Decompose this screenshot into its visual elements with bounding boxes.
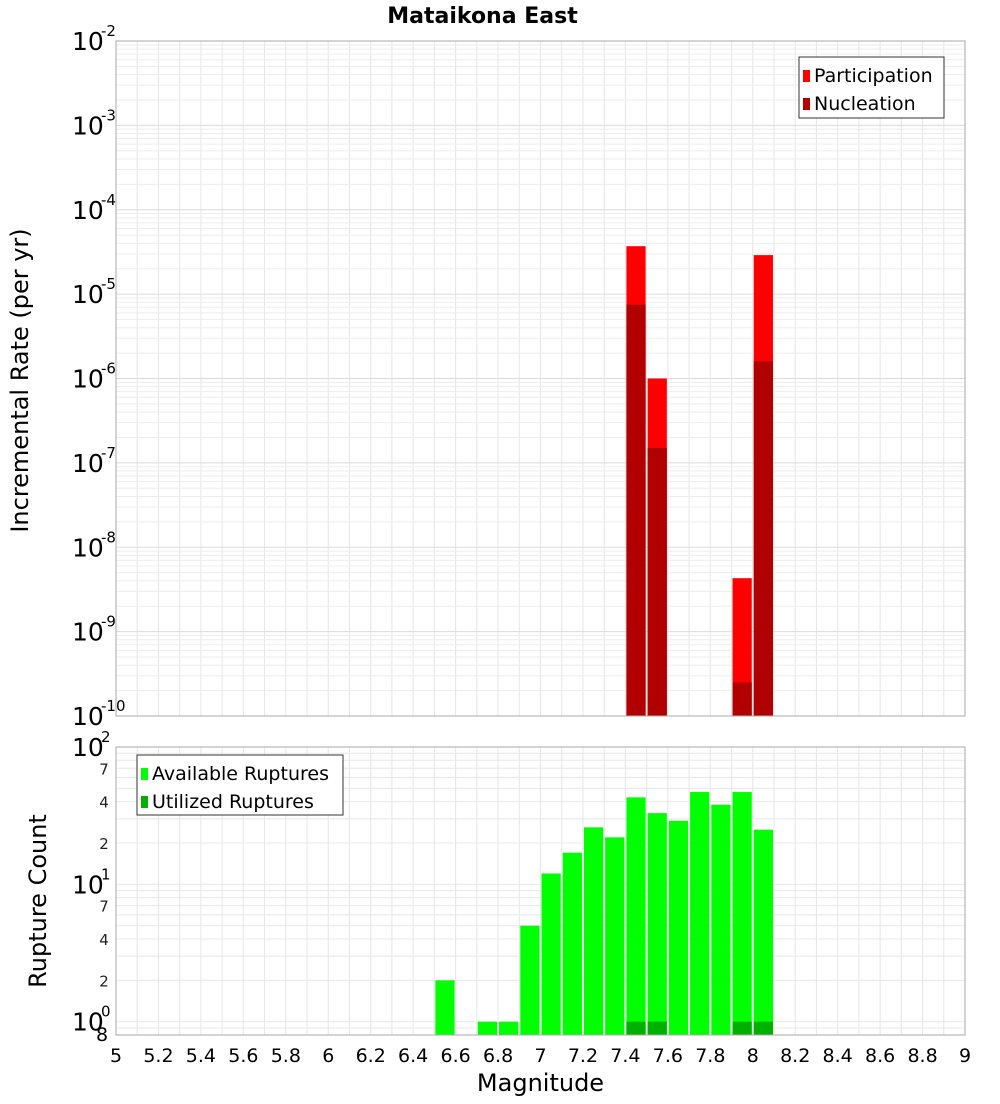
top-legend-label: Nucleation [814, 93, 916, 115]
bottom-primary-bar [605, 837, 625, 1035]
x-tick-label: 6.4 [398, 1045, 428, 1067]
x-tick-label: 7.4 [610, 1045, 640, 1067]
x-tick-label: 8.4 [823, 1045, 853, 1067]
x-tick-label: 6 [322, 1045, 334, 1067]
bottom-y-tick-base: 10 [72, 870, 104, 899]
bottom-secondary-bar [753, 1021, 773, 1035]
bottom-y-tick-exponent: 1 [101, 865, 111, 883]
bottom-plot-border [115, 746, 966, 1036]
bottom-primary-bar [626, 797, 646, 1035]
bottom-legend-label: Utilized Ruptures [152, 791, 314, 813]
top-y-tick-exponent: -9 [101, 613, 116, 631]
x-tick-label: 7.6 [653, 1045, 683, 1067]
bottom-primary-bar [499, 1021, 519, 1035]
bottom-y-tick-base: 10 [72, 733, 104, 762]
top-y-tick-exponent: -8 [101, 528, 116, 546]
top-y-tick-exponent: -7 [101, 444, 116, 462]
bottom-primary-bar [435, 980, 455, 1035]
top-y-tick-exponent: -2 [101, 22, 116, 40]
x-tick-label: 5.2 [143, 1045, 173, 1067]
bottom-secondary-bar [626, 1021, 646, 1035]
bottom-y-minor-tick: 4 [99, 931, 109, 949]
bottom-secondary-bar [647, 1021, 667, 1035]
bottom-y-tick-base: 10 [72, 1008, 104, 1037]
bottom-primary-bar [583, 827, 604, 1035]
bottom-primary-bar [562, 852, 582, 1035]
top-y-tick-base: 10 [72, 618, 104, 647]
top-secondary-bar [753, 361, 773, 716]
top-y-tick-exponent: -5 [101, 275, 116, 293]
top-secondary-bar [647, 448, 667, 716]
x-tick-label: 8.6 [865, 1045, 895, 1067]
x-tick-label: 8 [747, 1045, 759, 1067]
x-tick-label: 8.8 [907, 1045, 937, 1067]
bottom-y-minor-tick: 2 [99, 835, 109, 853]
bottom-primary-bar [753, 829, 773, 1035]
x-axis-title: Magnitude [477, 1069, 604, 1097]
x-tick-label: 6.2 [356, 1045, 386, 1067]
bottom-primary-bar [732, 792, 752, 1035]
top-y-tick-base: 10 [72, 365, 104, 394]
top-primary-bar [732, 578, 752, 716]
top-y-tick-base: 10 [72, 533, 104, 562]
bottom-legend-label: Available Ruptures [152, 763, 329, 785]
top-y-tick-exponent: -10 [101, 697, 126, 715]
x-tick-label: 6.8 [483, 1045, 513, 1067]
bottom-y-minor-tick: 8 [96, 1024, 108, 1046]
top-y-tick-exponent: -4 [101, 191, 116, 209]
bottom-y-tick-exponent: 0 [101, 1003, 111, 1021]
top-secondary-bar [626, 304, 646, 716]
x-tick-label: 7.8 [695, 1045, 725, 1067]
top-y-tick-base: 10 [72, 196, 104, 225]
top-secondary-bar [732, 682, 752, 716]
bottom-y-minor-tick: 7 [99, 898, 109, 916]
bottom-primary-bar [477, 1021, 498, 1035]
x-tick-label: 9 [959, 1045, 971, 1067]
bottom-y-minor-tick: 4 [99, 794, 109, 812]
bottom-legend-box [136, 754, 344, 816]
bottom-primary-bar [690, 792, 710, 1035]
x-tick-label: 8.2 [780, 1045, 810, 1067]
top-legend-swatch [803, 98, 810, 110]
bottom-primary-bar [541, 873, 561, 1035]
bottom-y-axis-title: Rupture Count [24, 814, 52, 988]
x-tick-label: 5.8 [271, 1045, 301, 1067]
top-legend-box [798, 56, 945, 119]
bottom-y-minor-tick: 2 [99, 972, 109, 990]
x-tick-label: 7.2 [568, 1045, 598, 1067]
top-y-tick-base: 10 [72, 449, 104, 478]
bottom-primary-bar [520, 925, 540, 1035]
bottom-legend-swatch [141, 796, 148, 808]
x-tick-label: 5.6 [228, 1045, 258, 1067]
x-tick-label: 5 [110, 1045, 122, 1067]
bottom-primary-bar [668, 820, 689, 1035]
top-y-tick-exponent: -6 [101, 360, 116, 378]
x-tick-label: 5.4 [186, 1045, 216, 1067]
x-tick-label: 7 [534, 1045, 546, 1067]
top-y-axis-title: Incremental Rate (per yr) [6, 228, 34, 532]
chart-title: Mataikona East [387, 4, 578, 29]
bottom-y-tick-exponent: 2 [101, 728, 111, 746]
top-plot-border [115, 40, 966, 717]
bottom-y-minor-tick: 7 [99, 760, 109, 778]
top-y-tick-base: 10 [72, 702, 104, 731]
bottom-primary-bar [711, 804, 731, 1035]
bottom-secondary-bar [732, 1021, 752, 1035]
x-tick-label: 6.6 [440, 1045, 470, 1067]
top-y-tick-base: 10 [72, 111, 104, 140]
top-y-tick-base: 10 [72, 27, 104, 56]
top-legend-swatch [803, 70, 810, 82]
top-legend-label: Participation [814, 65, 933, 87]
top-y-tick-exponent: -3 [101, 106, 116, 124]
top-y-tick-base: 10 [72, 280, 104, 309]
bottom-legend-swatch [141, 768, 148, 780]
bottom-primary-bar [647, 813, 667, 1035]
